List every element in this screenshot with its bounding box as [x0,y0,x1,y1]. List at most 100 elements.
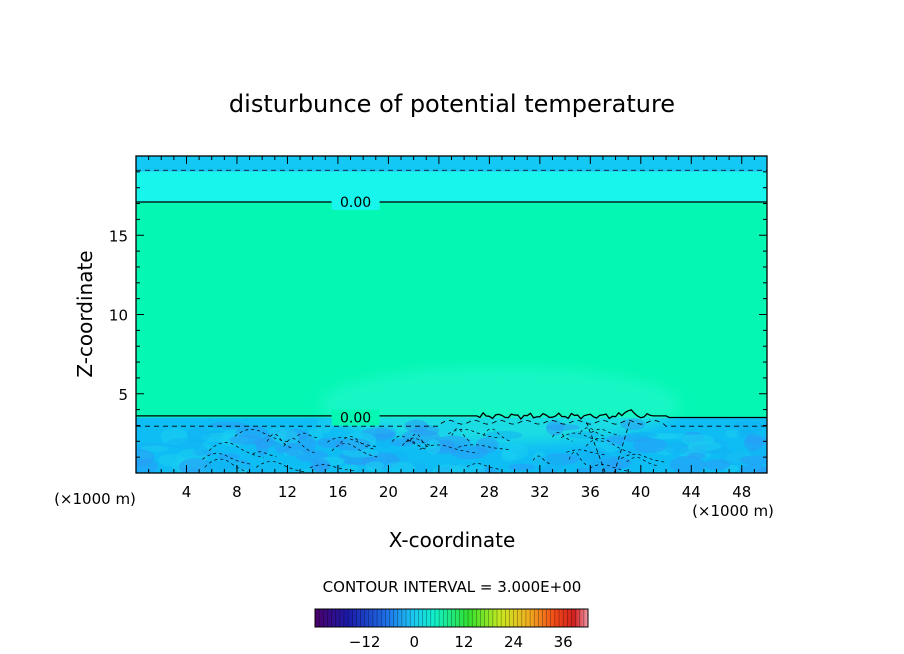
contour-dashed-eddy [466,463,501,470]
turbulence-patch [626,431,658,440]
turbulence-patch [316,419,333,434]
y-tick-labels: 5 10 15 [109,227,128,404]
colorbar-tick-label: 0 [409,633,419,651]
turbulence-patch [218,453,240,461]
turbulence-patch [475,437,499,454]
turbulence-patch [468,464,486,473]
contour-dashed-eddy [451,428,472,443]
contour-label-gap [331,193,380,210]
turbulence-patch [438,419,464,438]
y-tick-label: 5 [118,386,128,404]
contour-dashed-lower [136,419,767,427]
contour-interval-label: CONTOUR INTERVAL = 3.000E+00 [323,578,582,596]
contour-dashed-eddy [419,444,479,454]
contour-dashed-eddy [560,432,607,443]
colorbar: −12 0 12 24 36 [314,608,589,651]
contour-dashed-eddy [568,451,588,466]
x-unit-left: (×1000 m) [54,490,136,508]
x-tick-label: 28 [480,483,499,501]
contour-dashed-eddy [589,464,631,472]
turbulence-patch [582,450,613,469]
x-axis-title: X-coordinate [389,528,516,552]
turbulence-patch [275,429,300,446]
y-tick-label: 10 [109,307,128,325]
turbulence-patch [669,455,706,473]
turbulence-patch [194,445,209,457]
turbulence-patch [254,436,275,449]
x-tick-label: 36 [581,483,600,501]
turbulence-patch [178,458,212,473]
turbulence-patch [284,442,301,457]
turbulence-patch [703,459,731,471]
field-band [136,156,767,172]
contour-dashed-eddy [402,440,428,450]
contour-lines [136,169,767,473]
turbulence-patch [546,424,580,431]
contour-dashed-eddy [405,437,433,447]
turbulence-patch [335,438,372,451]
turbulence-patch [310,458,331,473]
x-tick-label: 24 [429,483,448,501]
contour-dashed-eddy [252,451,277,457]
contour-dashed-eddy [309,464,355,472]
turbulence-patch [738,463,767,473]
turbulence-patch [413,424,440,436]
contour-dashed-eddy [620,453,667,463]
contour-labels: 0.00 0.00 [331,193,380,427]
turbulence-patch [365,461,385,471]
field-band [136,171,767,202]
contour-dashed-eddy [331,443,378,458]
turbulence-patch [508,463,535,471]
contour-dashed-eddy [340,436,374,450]
turbulence-patch [235,425,268,438]
contour-dashed-eddy [448,429,499,439]
turbulence-patch [620,418,646,430]
contour-dashed-eddy [297,432,319,439]
x-tick-label: 20 [379,483,398,501]
contour-dashed-eddy [234,429,291,443]
contour-dashed-eddy [552,431,573,442]
x-tick-label: 12 [278,483,297,501]
x-tick-label: 40 [631,483,650,501]
turbulence-patch [390,438,415,447]
colorbar-frame [314,608,589,628]
turbulence-patch [632,437,668,453]
x-tick-label: 8 [232,483,242,501]
turbulence-patch [567,431,599,439]
contour-dashed-eddy [256,461,307,473]
turbulence-patch [501,450,516,462]
turbulence-patch [158,454,186,467]
x-tick-label: 16 [328,483,347,501]
turbulence-patch [432,464,465,473]
turbulence-patch [186,426,211,443]
y-tick-label: 15 [109,227,128,245]
contour-dashed-eddy [202,453,252,465]
turbulence-patch [136,448,155,467]
turbulence-patch [433,435,472,449]
x-tick-label: 44 [682,483,701,501]
contour-dashed-eddy [409,433,430,449]
turbulence-patch [385,461,416,473]
x-tick-labels: 4 8 12 16 20 24 28 32 36 40 44 48 [182,483,752,501]
axis-ticks [136,156,767,473]
x-tick-label: 4 [182,483,192,501]
y-axis-title: Z-coordinate [73,250,97,377]
contour-dashed-eddy [327,436,376,447]
turbulence-patch [297,435,317,453]
x-tick-label: 48 [732,483,751,501]
turbulence-patch [140,445,168,452]
turbulence-patch [725,429,741,438]
colorbar-tick-label: 24 [504,633,523,651]
colorbar-tick-label: 36 [554,633,573,651]
contour-dashed-eddy [532,455,552,465]
turbulence-patch [426,439,441,455]
contour-dashed-eddy [482,428,511,442]
contour-label: 0.00 [340,195,371,211]
contour-dashed-eddy [283,438,315,454]
contour-dashed-eddy [585,437,634,454]
contour-dashed-eddy [208,442,265,458]
turbulence-patch [744,433,763,452]
x-unit-right: (×1000 m) [692,502,774,520]
chart-title: disturbunce of potential temperature [229,90,675,118]
